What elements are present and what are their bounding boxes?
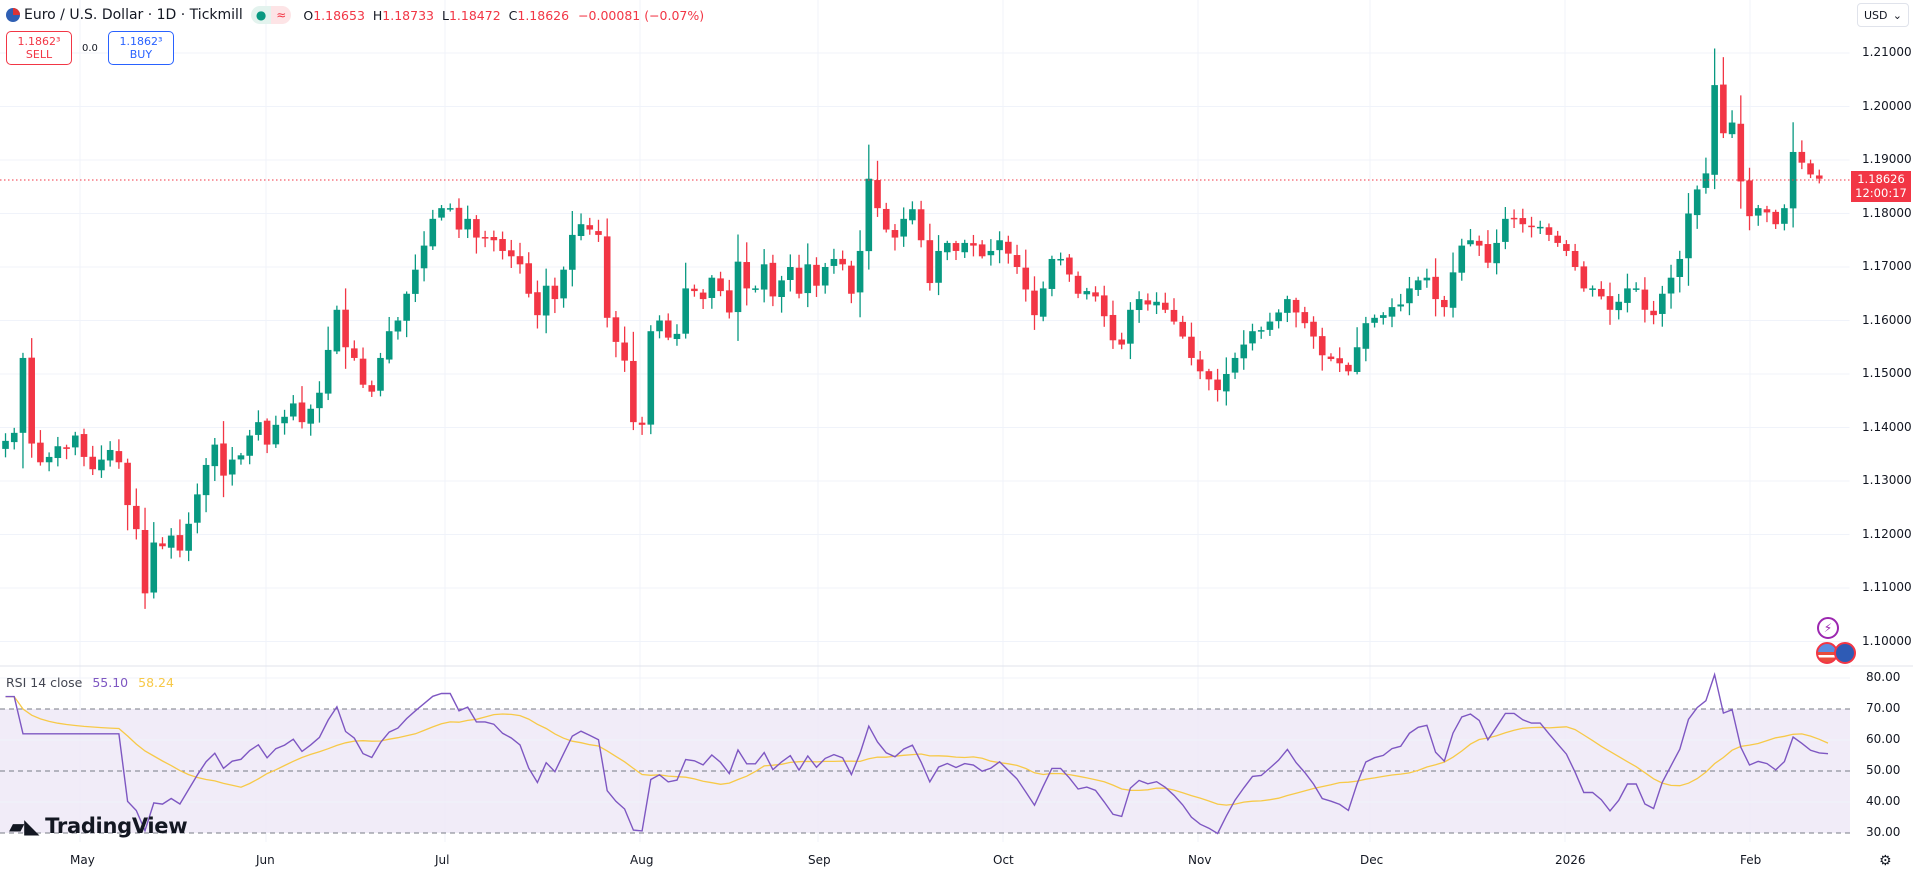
- rsi-ma-value: 58.24: [138, 675, 174, 690]
- sell-price: 1.1862³: [17, 35, 61, 48]
- price-axis-label: 1.11000: [1862, 580, 1912, 594]
- rsi-name: RSI 14 close: [6, 675, 83, 690]
- settings-icon[interactable]: ⚙: [1879, 853, 1892, 869]
- price-axis-label: 1.21000: [1862, 45, 1912, 59]
- bar-countdown: 12:00:17: [1855, 186, 1907, 200]
- change-value: −0.00081 (−0.07%): [578, 7, 705, 23]
- time-axis-label: May: [70, 853, 95, 867]
- price-axis-label: 1.16000: [1862, 312, 1912, 327]
- symbol-legend: Euro / U.S. Dollar · 1D · Tickmill ● ≈ O…: [6, 6, 704, 24]
- time-axis-label: Nov: [1188, 853, 1212, 867]
- price-axis-label: 1.10000: [1862, 633, 1912, 648]
- sell-label: SELL: [25, 48, 53, 61]
- ohlc-values: O1.18653 H1.18733 L1.18472 C1.18626 −0.0…: [299, 8, 704, 23]
- price-axis-label: 1.18000: [1862, 205, 1912, 220]
- rsi-axis-label: 70.00: [1866, 701, 1901, 715]
- high-label: H: [372, 7, 383, 23]
- rsi-axis-label: 40.00: [1866, 794, 1901, 808]
- currency-value: USD: [1864, 8, 1888, 22]
- price-axis-label: 1.12000: [1862, 526, 1912, 541]
- time-axis-label: Jun: [256, 853, 275, 867]
- open-value: 1.18653: [313, 7, 365, 23]
- time-axis-label: 2026: [1555, 853, 1586, 867]
- spread-value: 0.0: [82, 42, 98, 54]
- tradingview-logo-icon: ▰◣: [9, 814, 40, 838]
- open-label: O: [303, 7, 314, 23]
- close-label: C: [508, 7, 518, 23]
- last-price-value: 1.18626: [1857, 172, 1905, 186]
- time-axis-label: Oct: [993, 853, 1014, 867]
- price-axis-label: 1.15000: [1862, 366, 1912, 380]
- rsi-axis-label: 60.00: [1866, 732, 1901, 746]
- market-status-pill[interactable]: ● ≈: [250, 6, 292, 24]
- buy-label: BUY: [129, 48, 153, 61]
- symbol-title[interactable]: Euro / U.S. Dollar · 1D · Tickmill: [24, 7, 243, 23]
- high-value: 1.18733: [382, 7, 434, 23]
- rsi-axis-label: 30.00: [1866, 825, 1901, 839]
- lightning-icon[interactable]: ⚡: [1817, 617, 1839, 639]
- price-axis-label: 1.13000: [1862, 473, 1912, 487]
- market-open-dot-icon: ●: [250, 6, 272, 24]
- price-axis-label: 1.14000: [1862, 419, 1912, 434]
- time-axis-label: Sep: [808, 853, 831, 867]
- time-axis-label: Aug: [630, 853, 654, 867]
- rsi-legend[interactable]: RSI 14 close 55.10 58.24: [6, 675, 174, 690]
- eur-usd-flag-icon: [6, 8, 20, 22]
- eu-flag-event-icon[interactable]: [1834, 642, 1856, 664]
- trade-panel: 1.1862³ SELL 0.0 1.1862³ BUY: [6, 31, 174, 65]
- close-value: 1.18626: [517, 7, 570, 23]
- sell-button[interactable]: 1.1862³ SELL: [6, 31, 72, 65]
- low-value: 1.18472: [448, 7, 501, 23]
- price-axis-label: 1.19000: [1862, 152, 1912, 166]
- time-axis-label: Feb: [1740, 853, 1762, 867]
- tradingview-logo-text: TradingView: [45, 814, 188, 838]
- rsi-axis-label: 80.00: [1866, 670, 1901, 684]
- tradingview-logo[interactable]: ▰◣ TradingView: [9, 814, 188, 838]
- rsi-value: 55.10: [92, 675, 129, 690]
- chevron-down-icon: ⌄: [1892, 8, 1902, 22]
- price-axis-label: 1.17000: [1862, 259, 1912, 273]
- low-label: L: [441, 7, 449, 23]
- rsi-axis-label: 50.00: [1866, 763, 1901, 777]
- price-axis-label: 1.20000: [1862, 98, 1912, 113]
- time-axis-label: Dec: [1360, 853, 1384, 867]
- last-price-badge: 1.18626 12:00:17: [1851, 171, 1911, 202]
- delayed-data-icon: ≈: [271, 6, 292, 24]
- currency-select[interactable]: USD ⌄: [1857, 3, 1909, 27]
- time-axis-label: Jul: [435, 853, 450, 867]
- buy-button[interactable]: 1.1862³ BUY: [107, 31, 174, 65]
- buy-price: 1.1862³: [119, 35, 163, 48]
